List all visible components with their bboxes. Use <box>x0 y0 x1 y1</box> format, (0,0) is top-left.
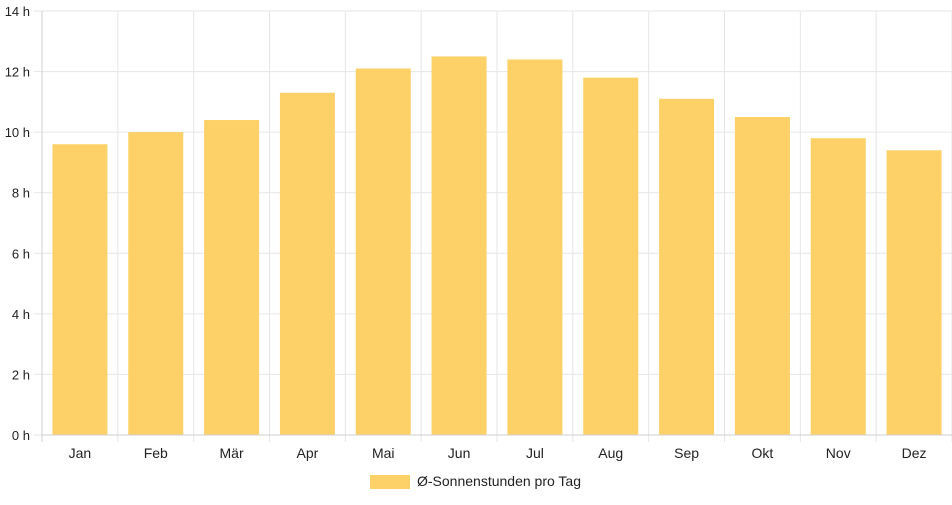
bar-nov[interactable] <box>810 138 866 435</box>
bar-aug[interactable] <box>583 77 639 435</box>
legend-swatch[interactable] <box>370 475 410 489</box>
x-tick-label: Aug <box>598 445 623 461</box>
legend[interactable]: Ø-Sonnenstunden pro Tag <box>370 473 581 489</box>
bars <box>52 56 942 436</box>
bar-mär[interactable] <box>204 120 260 436</box>
bar-mai[interactable] <box>355 68 411 436</box>
x-tick-label: Mai <box>372 445 395 461</box>
bar-jul[interactable] <box>507 59 563 435</box>
y-tick-label: 12 h <box>5 65 30 80</box>
x-tick-label: Jul <box>526 445 544 461</box>
x-tick-label: Jan <box>69 445 92 461</box>
bar-feb[interactable] <box>128 132 184 435</box>
y-tick-label: 4 h <box>12 307 30 322</box>
legend-label[interactable]: Ø-Sonnenstunden pro Tag <box>417 473 581 489</box>
y-tick-label: 0 h <box>12 428 30 443</box>
y-tick-label: 6 h <box>12 246 30 261</box>
x-tick-label: Mär <box>220 445 244 461</box>
y-tick-label: 2 h <box>12 367 30 382</box>
x-tick-label: Nov <box>826 445 851 461</box>
bar-jun[interactable] <box>431 56 487 436</box>
grid-lines <box>34 10 952 442</box>
x-tick-label: Dez <box>902 445 927 461</box>
y-tick-label: 8 h <box>12 186 30 201</box>
bar-jan[interactable] <box>52 144 108 435</box>
x-tick-label: Apr <box>297 445 319 461</box>
y-tick-label: 10 h <box>5 125 30 140</box>
axes: 0 h 2 h 4 h 6 h 8 h 10 h 12 h 14 h Jan Feb Mär Apr M… <box>5 4 952 461</box>
x-tick-label: Okt <box>752 445 774 461</box>
bar-sep[interactable] <box>659 98 715 435</box>
bar-dez[interactable] <box>886 150 942 436</box>
bar-apr[interactable] <box>279 92 335 436</box>
bar-okt[interactable] <box>734 117 790 435</box>
x-tick-label: Sep <box>674 445 699 461</box>
y-tick-label: 14 h <box>5 4 30 19</box>
x-tick-label: Jun <box>448 445 471 461</box>
x-tick-label: Feb <box>144 445 168 461</box>
